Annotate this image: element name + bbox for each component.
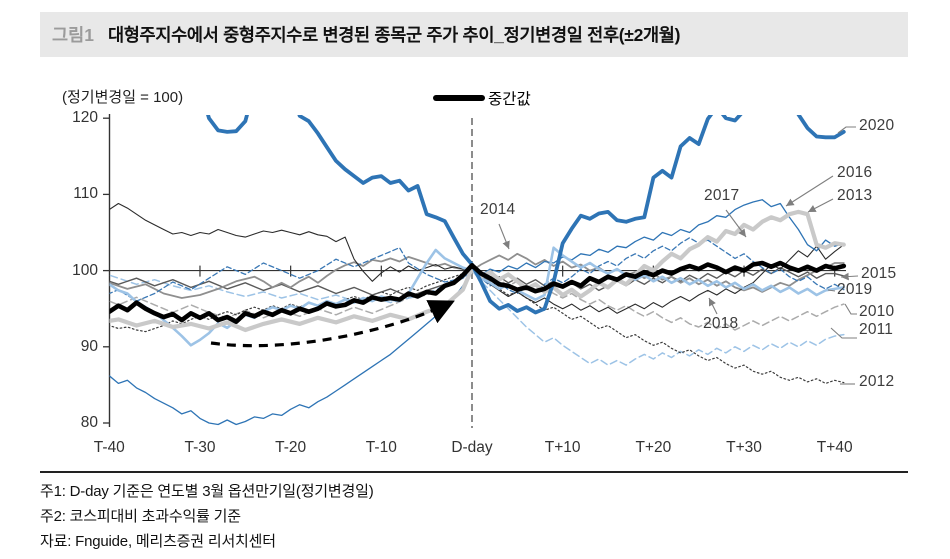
x-tick-label: T-30 [184,439,216,456]
series-lines [109,115,847,426]
leader-2014 [498,223,510,250]
leader-2010 [844,303,857,315]
y-tick-label: 80 [80,414,98,431]
series-label-2011: 2011 [859,321,894,338]
series-median [109,260,847,325]
leader-2016 [785,175,834,207]
x-tick-label: T-10 [365,439,397,456]
trend-annotation-arrow [210,300,455,348]
y-tick-label: 120 [72,109,98,127]
x-tick-label: T-40 [93,439,125,456]
leader-2018 [708,297,718,315]
figure-tag: 그림1 [52,25,94,45]
legend: 중간값 [433,88,531,108]
series-2017 [109,237,845,302]
median-line-swatch [433,95,485,101]
series-label-2019: 2019 [837,281,873,298]
series-2020 [206,115,846,315]
x-tick-label: T-20 [275,439,307,456]
x-tick-label: T+20 [635,439,672,456]
leader-2020 [837,126,856,134]
leader-2011 [830,327,857,339]
series-label-2012: 2012 [859,373,895,390]
y-tick-label: 90 [80,337,98,355]
x-tick-label: T+40 [816,439,853,456]
series-label-2013: 2013 [837,187,873,204]
leader-2019 [827,289,836,292]
x-tick-label: D-day [451,439,493,456]
series-label-2020: 2020 [859,117,895,134]
series-label-2018: 2018 [703,315,739,332]
axis-unit-note: (정기변경일 = 100) [62,89,184,106]
median-legend-label: 중간값 [488,91,531,108]
x-tick-label: T+10 [544,439,581,456]
figure-header: 그림1 대형주지수에서 중형주지수로 변경된 종목군 주가 추이_정기변경일 전… [40,12,908,57]
leader-2015 [840,272,859,281]
x-tick-label: T+30 [726,439,762,456]
leader-2013 [807,198,834,213]
footnote-2: 주2: 코스피대비 초과수익률 기준 [40,508,241,525]
footer-divider [40,471,908,473]
series-label-2016: 2016 [837,164,873,181]
y-axis [103,114,111,427]
series-label-2017: 2017 [704,187,740,204]
leader-2017 [725,209,747,238]
series-label-2015: 2015 [861,265,897,282]
footnote-1: 주1: D-day 기준은 연도별 3월 옵션만기일(정기변경일) [40,483,374,500]
y-tick-label: 110 [73,185,98,203]
series-2011 [109,269,845,366]
series-label-2014: 2014 [480,201,516,218]
y-tick-label: 100 [72,261,98,279]
series-label-2010: 2010 [859,303,895,320]
series-2013 [109,209,846,333]
source-note: 자료: Fnguide, 메리츠증권 리서치센터 [40,533,276,550]
figure-title: 대형주지수에서 중형주지수로 변경된 종목군 주가 추이_정기변경일 전후(±2… [107,25,681,45]
label-leaders [498,126,859,385]
